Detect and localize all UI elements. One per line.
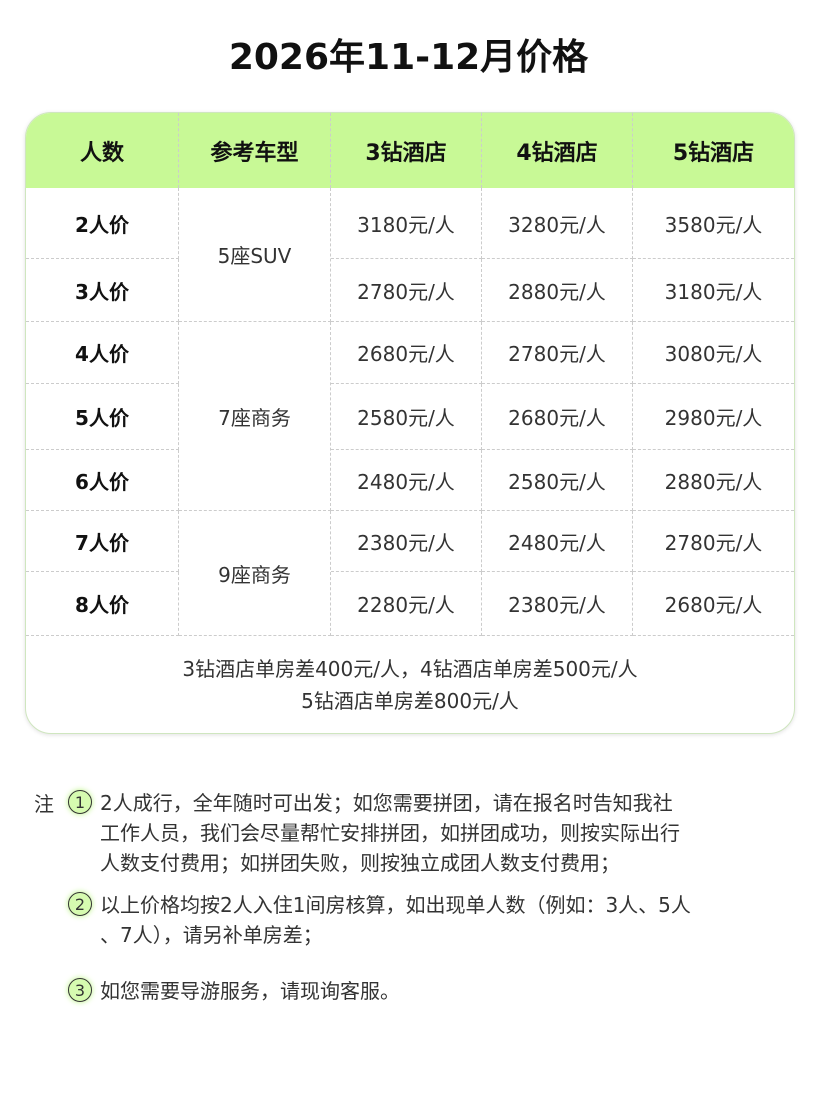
price-cell-3-diamond: 2580元/人 [331,384,482,450]
price-cell-3-diamond: 2780元/人 [331,259,482,322]
price-cell-5-diamond: 2780元/人 [633,511,794,572]
footer-line: 5钻酒店单房差800元/人 [301,688,519,713]
price-cell-3-diamond: 2280元/人 [331,572,482,636]
people-count-cell: 7人价 [26,511,179,572]
vehicle-type-cell: 9座商务 [179,511,331,636]
circled-number-badge: 2 [68,892,92,916]
price-cell-5-diamond: 3180元/人 [633,259,794,322]
notes-label: 注 [34,792,54,816]
price-table-card: 人数 参考车型 3钻酒店 4钻酒店 5钻酒店 5座SUV 7座商务 9座商务 2人价 3180元/… [25,112,795,734]
price-cell-3-diamond: 3180元/人 [331,188,482,259]
price-cell-5-diamond: 2880元/人 [633,450,794,511]
people-count-cell: 2人价 [26,188,179,259]
note-line: 、7人），请另补单房差； [100,923,323,947]
price-cell-5-diamond: 3080元/人 [633,322,794,384]
note-text: 2人成行，全年随时可出发；如您需要拼团，请在报名时告知我社 工作人员，我们会尽量帮… [100,788,680,878]
circled-number-badge: 3 [68,978,92,1002]
vehicle-type-cell: 7座商务 [179,322,331,511]
note-text: 如您需要导游服务，请现询客服。 [100,976,400,1006]
price-cell-3-diamond: 2380元/人 [331,511,482,572]
note-line: 2人成行，全年随时可出发；如您需要拼团，请在报名时告知我社 [100,791,673,815]
note-line: 如您需要导游服务，请现询客服。 [100,979,400,1003]
footer-line: 3钻酒店单房差400元/人，4钻酒店单房差500元/人 [182,656,638,681]
column-header: 3钻酒店 [331,113,482,188]
price-cell-4-diamond: 2480元/人 [482,511,633,572]
price-cell-5-diamond: 2680元/人 [633,572,794,636]
price-cell-4-diamond: 2380元/人 [482,572,633,636]
price-cell-5-diamond: 2980元/人 [633,384,794,450]
price-cell-4-diamond: 2780元/人 [482,322,633,384]
price-cell-3-diamond: 2680元/人 [331,322,482,384]
column-header: 参考车型 [179,113,331,188]
column-header: 4钻酒店 [482,113,633,188]
people-count-cell: 5人价 [26,384,179,450]
price-cell-4-diamond: 2680元/人 [482,384,633,450]
price-cell-3-diamond: 2480元/人 [331,450,482,511]
people-count-cell: 8人价 [26,572,179,636]
people-count-cell: 4人价 [26,322,179,384]
page-title: 2026年11-12月价格 [228,37,589,78]
single-room-supplement: 3钻酒店单房差400元/人，4钻酒店单房差500元/人 5钻酒店单房差800元/… [26,636,794,733]
note-line: 以上价格均按2人入住1间房核算，如出现单人数（例如：3人、5人 [100,893,691,917]
price-cell-4-diamond: 2580元/人 [482,450,633,511]
people-count-cell: 3人价 [26,259,179,322]
price-cell-5-diamond: 3580元/人 [633,188,794,259]
price-cell-4-diamond: 3280元/人 [482,188,633,259]
note-text: 以上价格均按2人入住1间房核算，如出现单人数（例如：3人、5人 、7人），请另补单… [100,890,691,950]
price-table: 人数 参考车型 3钻酒店 4钻酒店 5钻酒店 5座SUV 7座商务 9座商务 2人价 3180元/… [26,113,794,636]
vehicle-type-cell: 5座SUV [179,188,331,322]
people-count-cell: 6人价 [26,450,179,511]
column-header: 人数 [26,113,179,188]
column-header: 5钻酒店 [633,113,794,188]
note-line: 人数支付费用；如拼团失败，则按独立成团人数支付费用； [100,851,620,875]
price-cell-4-diamond: 2880元/人 [482,259,633,322]
note-line: 工作人员，我们会尽量帮忙安排拼团，如拼团成功，则按实际出行 [100,821,680,845]
circled-number-badge: 1 [68,790,92,814]
